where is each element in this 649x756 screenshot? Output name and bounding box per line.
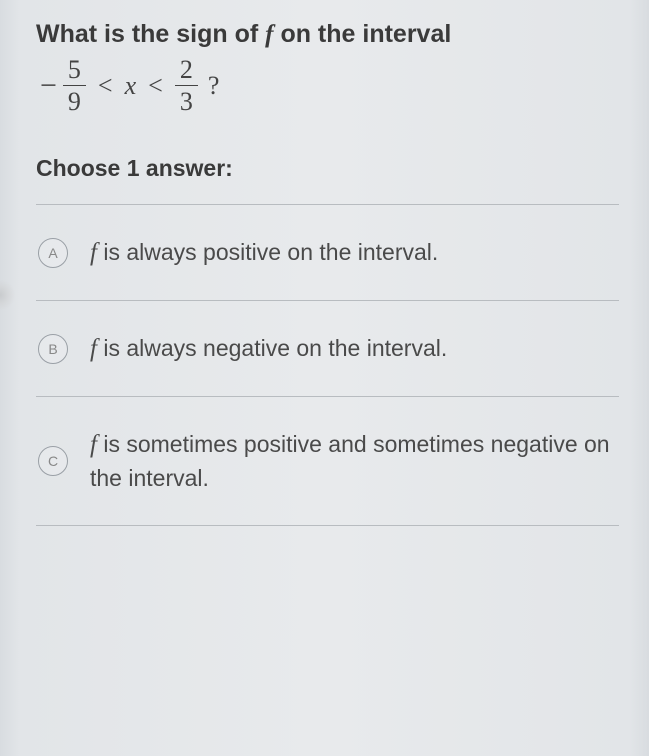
page-binding-shadow — [0, 280, 16, 310]
variable-x: x — [125, 71, 137, 101]
choice-b-label: is always negative on the interval. — [97, 335, 447, 361]
fraction-left-num: 5 — [63, 56, 86, 85]
choice-c-func: f — [90, 431, 97, 458]
question-mark: ? — [208, 71, 220, 101]
less-than-1: < — [98, 71, 113, 101]
choice-a-text: f is always positive on the interval. — [90, 235, 438, 270]
choose-label: Choose 1 answer: — [36, 155, 619, 182]
choice-a-func: f — [90, 239, 97, 266]
less-than-2: < — [148, 71, 163, 101]
fraction-right: 2 3 — [175, 56, 198, 116]
interval-expression: − 5 9 < x < 2 3 ? — [40, 56, 619, 116]
stem-function-f: f — [265, 21, 273, 48]
fraction-left: 5 9 — [63, 56, 86, 116]
choice-a-letter: A — [38, 238, 68, 268]
fraction-right-num: 2 — [175, 56, 198, 85]
negative-sign: − — [40, 69, 57, 103]
choice-b-text: f is always negative on the interval. — [90, 331, 447, 366]
choice-b-func: f — [90, 335, 97, 362]
choice-c-text: f is sometimes positive and sometimes ne… — [90, 427, 613, 494]
question-stem: What is the sign of f on the interval — [36, 18, 619, 52]
fraction-left-den: 9 — [63, 85, 86, 115]
stem-suffix: on the interval — [274, 20, 452, 48]
choice-a-label: is always positive on the interval. — [97, 239, 438, 265]
choices-list: A f is always positive on the interval. … — [36, 204, 619, 525]
choice-c[interactable]: C f is sometimes positive and sometimes … — [36, 397, 619, 525]
fraction-right-den: 3 — [175, 85, 198, 115]
choice-b-letter: B — [38, 334, 68, 364]
choice-b[interactable]: B f is always negative on the interval. — [36, 301, 619, 397]
choice-c-label: is sometimes positive and sometimes nega… — [90, 431, 610, 491]
stem-prefix: What is the sign of — [36, 20, 265, 48]
choice-c-letter: C — [38, 446, 68, 476]
choice-a[interactable]: A f is always positive on the interval. — [36, 205, 619, 301]
